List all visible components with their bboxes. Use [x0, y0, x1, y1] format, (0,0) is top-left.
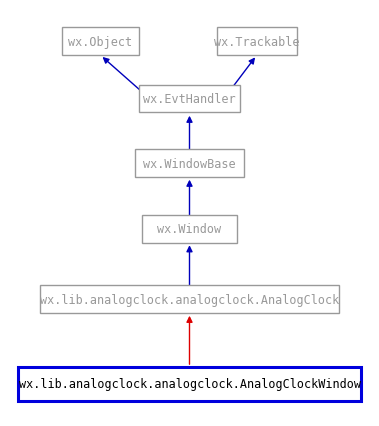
Text: wx.EvtHandler: wx.EvtHandler	[143, 93, 236, 106]
FancyBboxPatch shape	[142, 216, 237, 243]
Text: wx.WindowBase: wx.WindowBase	[143, 158, 236, 170]
Text: wx.lib.analogclock.analogclock.AnalogClockWindow: wx.lib.analogclock.analogclock.AnalogClo…	[19, 377, 360, 391]
FancyBboxPatch shape	[19, 367, 360, 401]
Text: wx.Trackable: wx.Trackable	[214, 35, 299, 49]
Text: wx.lib.analogclock.analogclock.AnalogClock: wx.lib.analogclock.analogclock.AnalogClo…	[40, 293, 339, 306]
FancyBboxPatch shape	[40, 286, 339, 314]
Text: wx.Object: wx.Object	[68, 35, 132, 49]
FancyBboxPatch shape	[217, 28, 297, 56]
FancyBboxPatch shape	[139, 85, 240, 113]
FancyBboxPatch shape	[62, 28, 139, 56]
FancyBboxPatch shape	[135, 150, 244, 178]
Text: wx.Window: wx.Window	[157, 223, 222, 236]
